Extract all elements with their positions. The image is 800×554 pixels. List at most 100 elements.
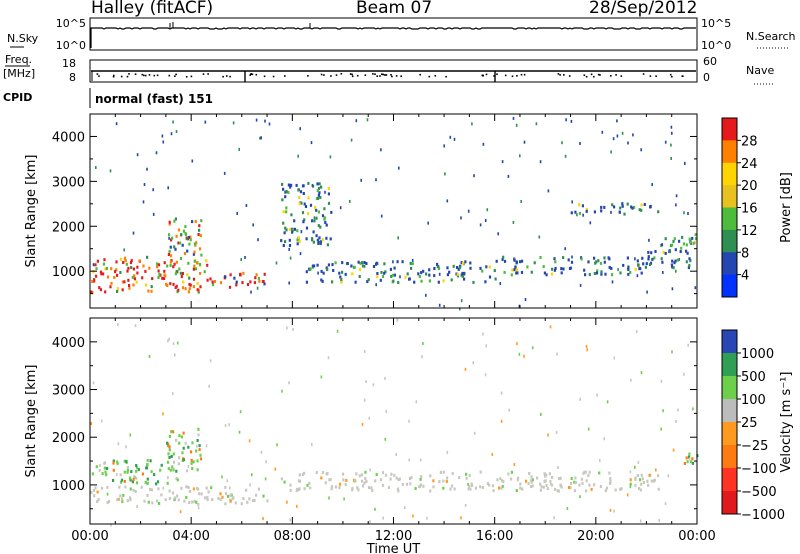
power-cell: [619, 271, 622, 275]
velocity-cell: [126, 470, 129, 474]
velocity-cell: [125, 460, 128, 463]
time-axis-label: Time UT: [366, 542, 420, 554]
power-speckle: [355, 119, 358, 123]
power-cell: [316, 182, 319, 186]
power-cell: [325, 236, 328, 240]
velocity-cell: [330, 485, 334, 489]
power-cell: [674, 259, 677, 263]
power-cell: [298, 240, 301, 243]
velocity-cell: [240, 502, 243, 506]
power-cell: [254, 276, 257, 280]
velocity-cell: [197, 433, 200, 437]
time-tick-label: 04:00: [172, 529, 209, 544]
velocity-cell: [211, 498, 214, 502]
velocity-cell: [451, 471, 454, 475]
nave-dot: [557, 73, 560, 75]
power-cell: [383, 262, 386, 266]
power-cell: [341, 270, 344, 274]
power-speckle: [167, 186, 169, 190]
velocity-cell: [120, 497, 124, 501]
velocity-cell: [550, 483, 554, 487]
power-cell: [98, 286, 101, 290]
velocity-cell: [144, 480, 147, 484]
velocity-cell: [559, 476, 562, 480]
power-cell: [289, 185, 292, 189]
power-cell: [95, 267, 98, 271]
station-title: Halley (fitACF): [91, 0, 214, 18]
noise-ytick-left: 10^5: [56, 17, 86, 30]
velocity-cell: [298, 487, 301, 491]
velocity-speckle: [426, 516, 428, 520]
nave-dot: [391, 75, 393, 78]
power-cell: [627, 265, 630, 269]
velocity-cell: [542, 485, 545, 489]
power-cell: [409, 261, 412, 265]
power-cell: [630, 205, 633, 209]
velocity-cell: [450, 484, 454, 488]
power-cell: [316, 189, 319, 193]
velocity-speckle: [289, 518, 291, 522]
power-cell: [457, 267, 460, 271]
power-cell: [596, 269, 599, 273]
power-speckle: [486, 208, 489, 212]
velocity-cell: [176, 478, 179, 482]
power-speckle: [515, 123, 518, 127]
velocity-cell: [320, 476, 323, 480]
velocity-speckle: [675, 420, 677, 423]
velocity-speckle: [384, 437, 387, 441]
power-cell: [103, 258, 106, 262]
velocity-cell: [638, 478, 642, 482]
power-cell: [329, 237, 332, 241]
power-cell: [641, 256, 644, 260]
power-cell: [175, 269, 178, 273]
power-cell: [408, 277, 411, 281]
power-speckle: [191, 159, 194, 163]
power-cell: [106, 275, 110, 279]
velocity-cell: [121, 500, 124, 504]
velocity-speckle: [523, 354, 525, 358]
velocity-cell: [150, 470, 153, 474]
velocity-cell: [588, 483, 591, 487]
velocity-cell: [185, 495, 188, 499]
power-cell: [437, 280, 440, 284]
power-cell: [183, 252, 187, 255]
velocity-speckle: [687, 343, 689, 347]
power-cell: [637, 263, 640, 267]
power-cell: [391, 273, 395, 277]
velocity-cell: [634, 477, 637, 481]
power-cell: [581, 204, 584, 208]
power-speckle: [520, 200, 522, 203]
velocity-cell: [164, 498, 167, 502]
velocity-speckle: [172, 342, 175, 346]
power-cell: [91, 280, 94, 283]
power-cell: [198, 262, 201, 266]
velocity-cell: [168, 497, 172, 501]
velocity-cell: [486, 482, 489, 486]
power-cell: [163, 269, 166, 273]
power-cell: [130, 259, 133, 263]
velocity-cell: [361, 484, 365, 488]
velocity-cell: [553, 487, 557, 491]
velocity-cell: [280, 477, 283, 481]
velocity-speckle: [260, 450, 263, 454]
velocity-cell: [395, 476, 398, 480]
power-cell: [380, 270, 383, 274]
noise-ytick-right: 10^5: [701, 17, 731, 30]
power-cell: [150, 289, 153, 293]
velocity-cell: [146, 477, 149, 481]
power-speckle: [671, 131, 673, 135]
power-cell: [567, 258, 570, 262]
velocity-cell: [629, 482, 632, 486]
power-cell: [281, 182, 284, 186]
nave-dot: [175, 73, 177, 76]
velocity-cell: [141, 472, 144, 476]
velocity-cell: [106, 467, 109, 470]
power-speckle: [627, 141, 629, 145]
power-cell: [493, 269, 496, 273]
velocity-cell: [206, 495, 209, 499]
power-speckle: [446, 199, 449, 203]
cpid-value: normal (fast) 151: [95, 92, 213, 106]
power-cell: [319, 225, 322, 229]
power-cell: [177, 228, 181, 232]
